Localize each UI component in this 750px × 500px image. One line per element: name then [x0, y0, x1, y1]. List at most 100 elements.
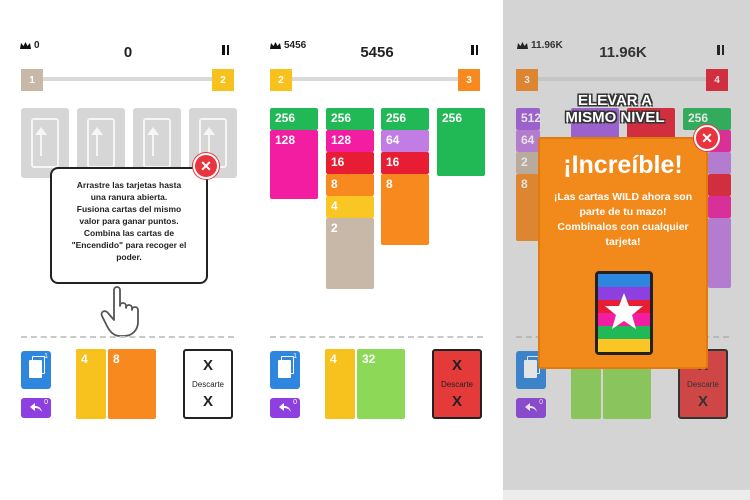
best-score: 11.96K — [517, 40, 563, 51]
deck-count: 1 — [44, 353, 48, 360]
best-score-value: 11.96K — [531, 40, 563, 51]
arrow-up-icon — [203, 127, 215, 156]
hand-pointer-icon — [100, 286, 139, 337]
undo-arrow-icon — [30, 403, 42, 412]
best-score: 0 — [20, 40, 40, 51]
level-next: 3 — [458, 69, 480, 91]
hand-card[interactable]: 4 — [76, 349, 106, 419]
board-card[interactable]: 8 — [381, 174, 429, 245]
undo-button[interactable]: 0 — [516, 398, 546, 418]
card-value: 512 — [521, 111, 542, 125]
divider — [21, 336, 234, 338]
card-value: 8 — [386, 177, 393, 191]
pause-icon[interactable] — [717, 45, 724, 55]
close-tooltip-button[interactable]: ✕ — [193, 153, 219, 179]
discard-mark-bottom: X — [202, 393, 213, 410]
board-card[interactable]: 8 — [326, 174, 374, 196]
card-value: 256 — [442, 111, 463, 125]
level-next: 2 — [212, 69, 234, 91]
empty-slot[interactable] — [77, 108, 125, 178]
board-card — [708, 152, 731, 174]
board-card[interactable]: 512 — [516, 108, 542, 130]
card-value: 4 — [81, 352, 88, 366]
level-up-banner: ELEVAR A MISMO NIVEL — [560, 92, 670, 126]
current-score: 5456 — [360, 44, 394, 61]
undo-button[interactable]: 0 — [270, 398, 300, 418]
board-card[interactable]: 2 — [516, 152, 540, 174]
board-card[interactable]: 256 — [381, 108, 429, 130]
tooltip-line: una ranura abierta. — [90, 192, 168, 202]
board-card[interactable]: 256 — [270, 108, 318, 130]
level-up-line: ELEVAR A — [577, 92, 653, 109]
discard-mark-top: X — [202, 357, 213, 374]
discard-label: Descarte — [191, 380, 224, 389]
card-value: 32 — [362, 352, 376, 366]
divider — [270, 336, 483, 338]
undo-count: 0 — [539, 399, 543, 406]
card-value: 8 — [521, 177, 528, 191]
hand-card[interactable]: 8 — [108, 349, 156, 419]
card-value: 256 — [275, 111, 296, 125]
deck-count: 1 — [293, 353, 297, 360]
undo-arrow-icon — [525, 403, 537, 412]
level-current: 1 — [21, 69, 43, 91]
board-card[interactable]: 8 — [516, 174, 540, 241]
board-card[interactable]: 2 — [326, 218, 374, 289]
tooltip-line: Fusiona cartas del mismo — [76, 204, 182, 214]
wild-card-modal: ¡Increíble! ¡Las cartas WILD ahora son p… — [538, 137, 708, 369]
card-value: 64 — [386, 133, 400, 147]
card-value: 4 — [331, 199, 338, 213]
current-score: 0 — [123, 44, 133, 61]
board-card[interactable]: 16 — [326, 152, 374, 174]
board-card[interactable]: 4 — [326, 196, 374, 218]
level-progress-bar — [280, 77, 472, 81]
board-card[interactable]: 256 — [326, 108, 374, 130]
current-score: 11.96K — [599, 44, 647, 61]
discard-label: Descarte — [686, 380, 719, 389]
card-value: 256 — [386, 111, 407, 125]
board-card[interactable]: 64 — [381, 130, 429, 152]
board-card[interactable]: 128 — [270, 130, 318, 199]
panel-tutorial: 0 0 1 2 Arrastre las tarjetas hasta una … — [0, 0, 255, 500]
board-card[interactable]: 256 — [683, 108, 731, 130]
card-value: 8 — [113, 352, 120, 366]
board-card[interactable]: 64 — [516, 130, 540, 152]
close-icon: ✕ — [200, 157, 212, 174]
level-next: 4 — [706, 69, 728, 91]
level-current: 2 — [270, 69, 292, 91]
card-value: 4 — [330, 352, 337, 366]
discard-slot[interactable]: X Descarte X — [432, 349, 482, 419]
tooltip-line: Arrastre las tarjetas hasta — [76, 180, 182, 190]
level-up-line: MISMO NIVEL — [565, 109, 665, 126]
undo-count: 0 — [293, 399, 297, 406]
level-current: 3 — [516, 69, 538, 91]
discard-slot[interactable]: X Descarte X — [183, 349, 233, 419]
best-score-value: 5456 — [284, 40, 307, 51]
pause-icon[interactable] — [471, 45, 478, 55]
tooltip-line: poder. — [116, 252, 142, 262]
discard-mark-bottom: X — [451, 393, 462, 410]
modal-title: ¡Increíble! — [563, 151, 683, 179]
modal-body: ¡Las cartas WILD ahora son parte de tu m… — [553, 191, 693, 248]
board-card[interactable]: 256 — [437, 108, 485, 176]
discard-label: Descarte — [440, 380, 473, 389]
cards-icon — [29, 356, 45, 378]
board-card — [708, 174, 731, 196]
card-value: 64 — [521, 133, 535, 147]
close-icon: ✕ — [701, 129, 713, 146]
pause-icon[interactable] — [222, 45, 229, 55]
close-modal-button[interactable]: ✕ — [694, 125, 720, 151]
deck-button[interactable]: 1 — [270, 351, 300, 389]
board-card[interactable]: 128 — [326, 130, 374, 152]
deck-button[interactable]: 1 — [21, 351, 51, 389]
empty-slot[interactable] — [21, 108, 69, 178]
panel-gameplay: 5456 5456 2 3 256 128 256 128 16 8 4 2 2… — [255, 0, 503, 500]
board-card — [708, 218, 731, 288]
hand-card[interactable]: 4 — [325, 349, 355, 419]
card-value: 256 — [331, 111, 352, 125]
board-card[interactable]: 16 — [381, 152, 429, 174]
hand-card[interactable]: 32 — [357, 349, 405, 419]
undo-button[interactable]: 0 — [21, 398, 51, 418]
undo-arrow-icon — [279, 403, 291, 412]
card-value: 128 — [331, 133, 352, 147]
